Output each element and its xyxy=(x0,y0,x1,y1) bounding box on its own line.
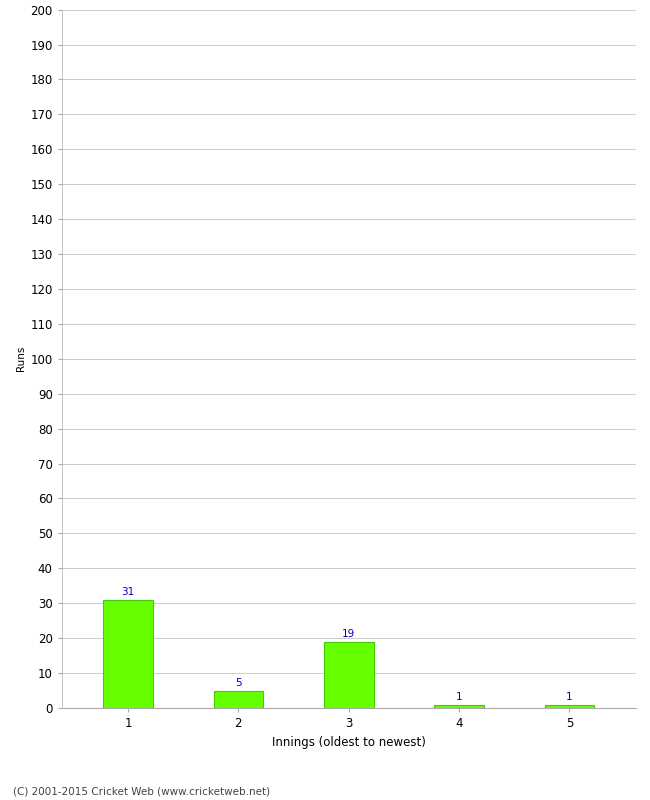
Text: 31: 31 xyxy=(122,587,135,598)
Y-axis label: Runs: Runs xyxy=(16,346,26,371)
Bar xyxy=(434,705,484,708)
Text: 1: 1 xyxy=(456,692,462,702)
Bar xyxy=(103,600,153,708)
Text: 1: 1 xyxy=(566,692,573,702)
Text: 19: 19 xyxy=(342,630,356,639)
Bar xyxy=(324,642,374,708)
X-axis label: Innings (oldest to newest): Innings (oldest to newest) xyxy=(272,735,426,749)
Bar xyxy=(545,705,594,708)
Text: 5: 5 xyxy=(235,678,242,688)
Bar xyxy=(213,690,263,708)
Text: (C) 2001-2015 Cricket Web (www.cricketweb.net): (C) 2001-2015 Cricket Web (www.cricketwe… xyxy=(13,786,270,796)
